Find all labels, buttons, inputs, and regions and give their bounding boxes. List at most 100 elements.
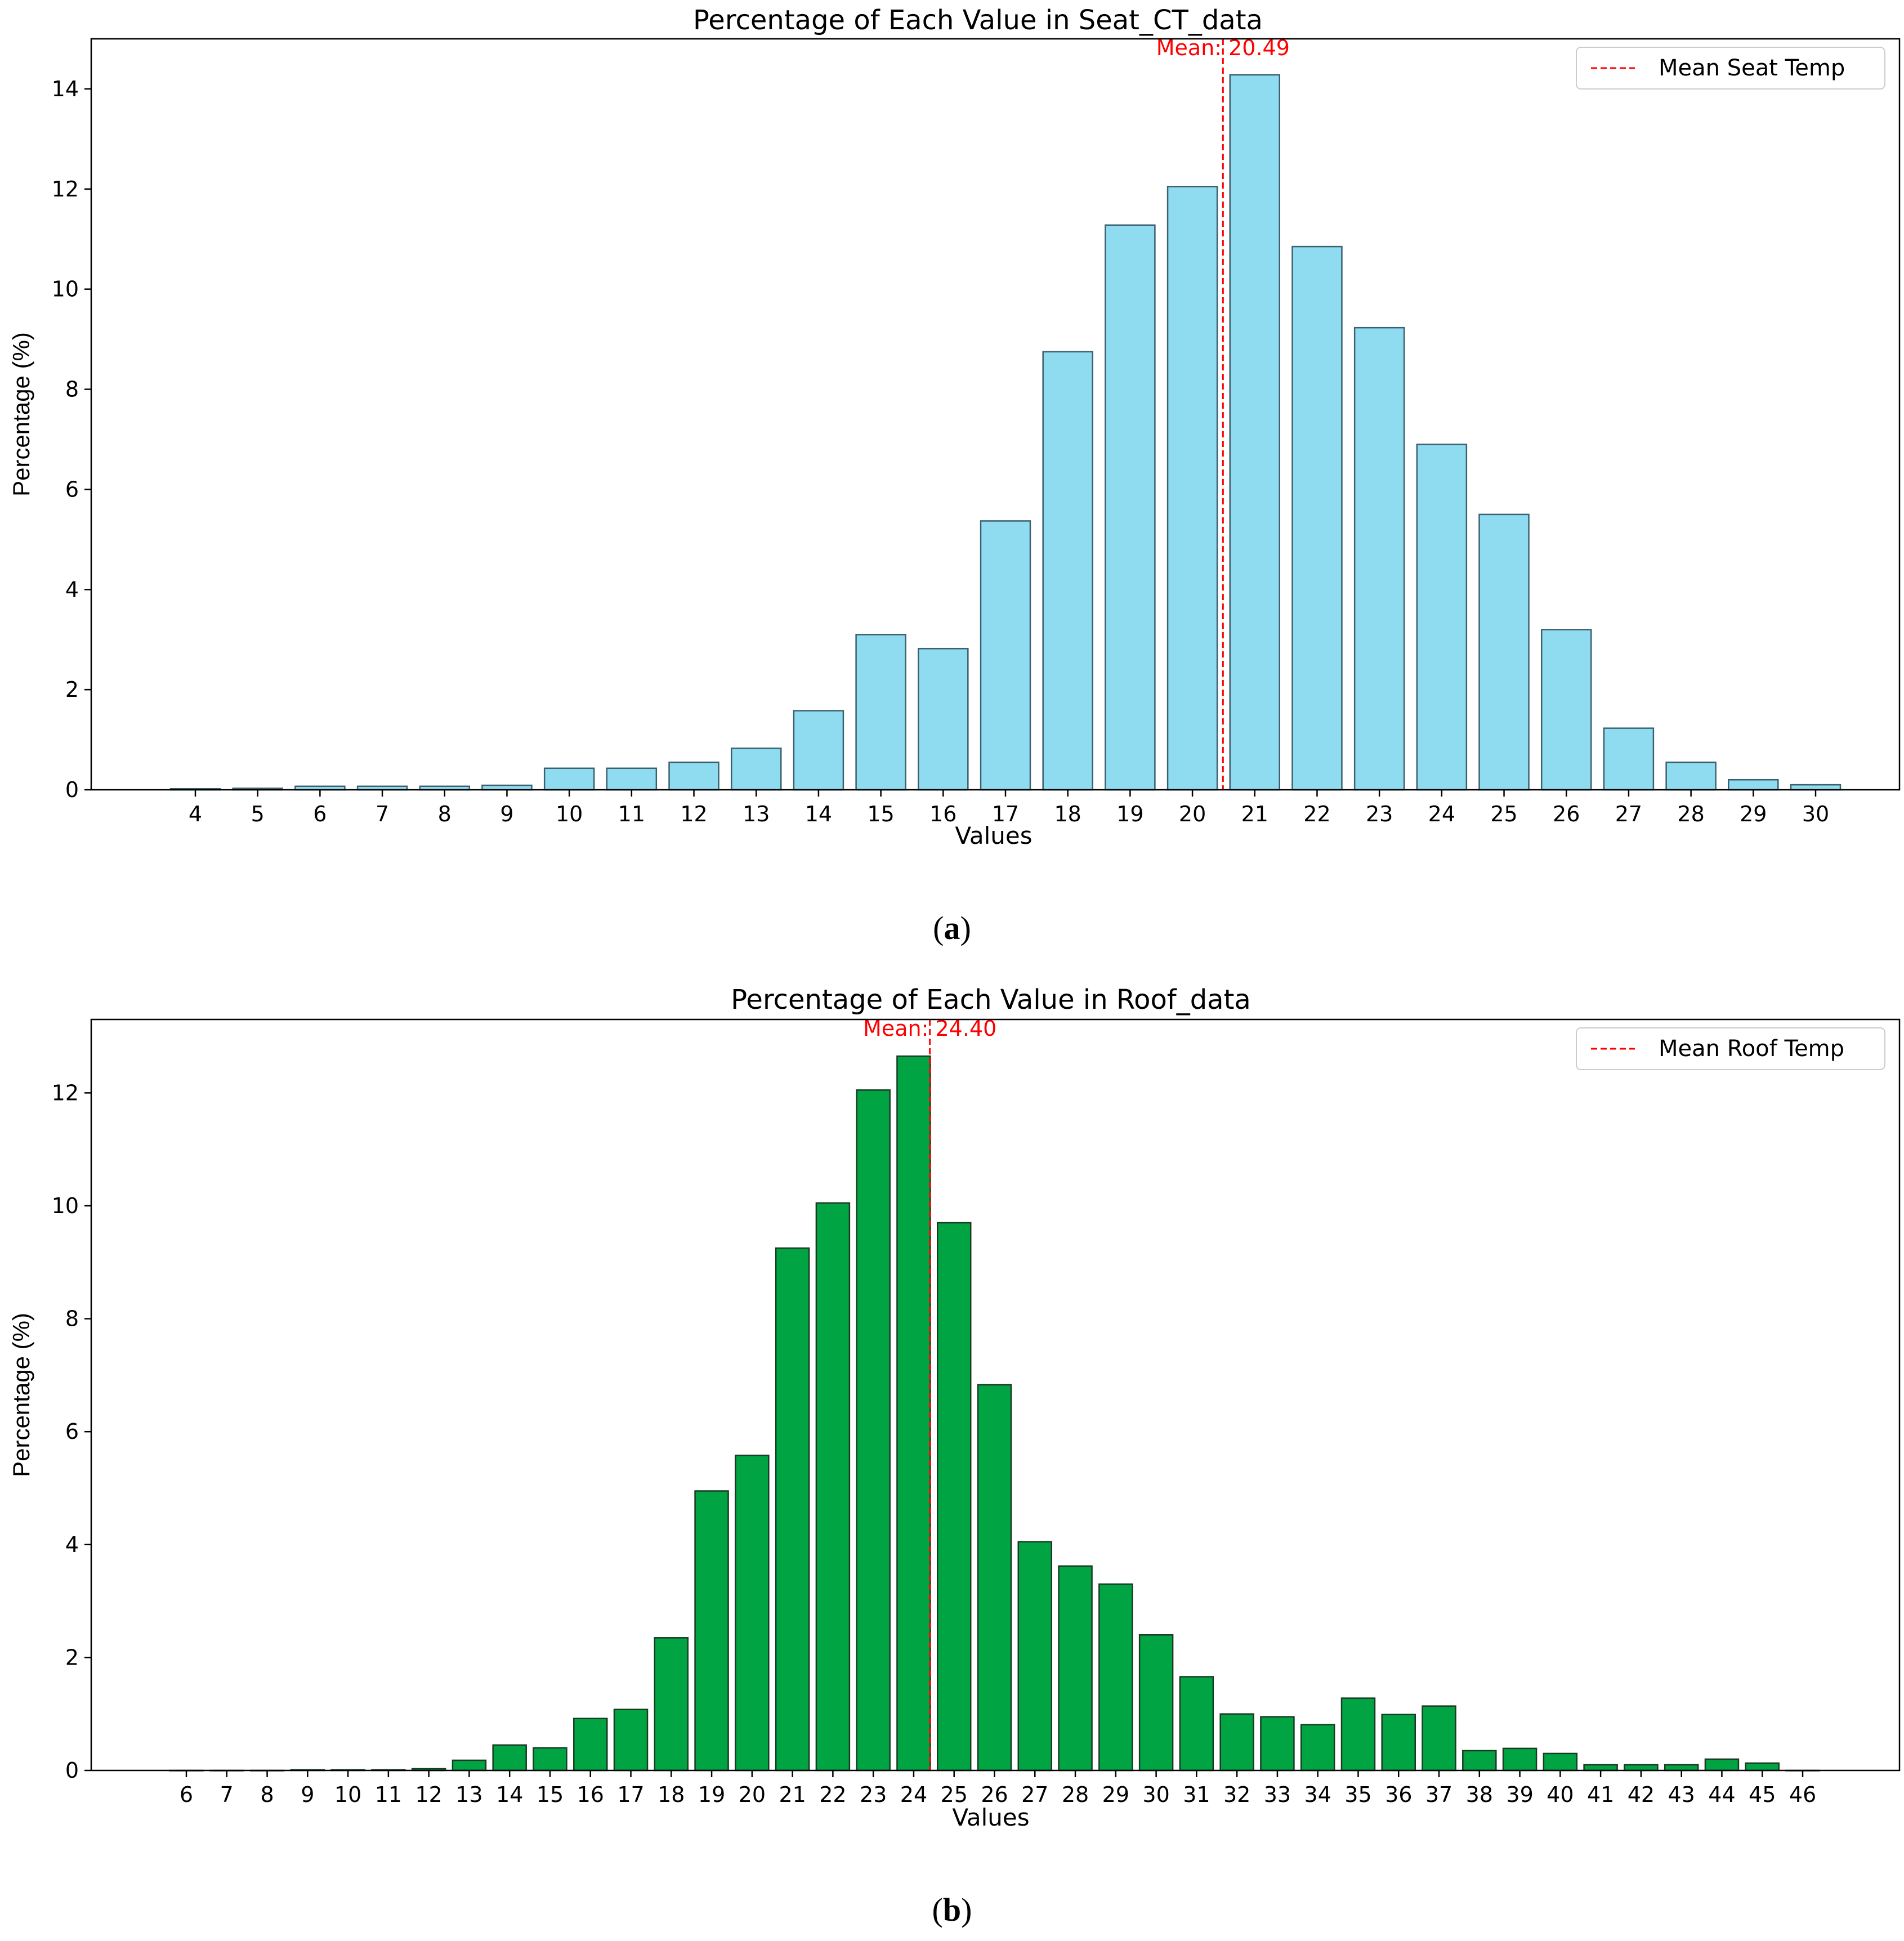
bars-group bbox=[169, 74, 1842, 791]
bar-23 bbox=[1353, 327, 1405, 791]
x-tick-label: 26 bbox=[1553, 802, 1580, 826]
bar-10 bbox=[543, 767, 595, 791]
bar-14 bbox=[793, 710, 844, 791]
x-tick-label: 7 bbox=[376, 802, 389, 826]
x-tick-label: 25 bbox=[941, 1782, 968, 1807]
x-tick-label: 9 bbox=[301, 1782, 314, 1807]
x-tick-label: 5 bbox=[251, 802, 265, 826]
y-tick-label: 2 bbox=[65, 677, 79, 702]
x-tick-label: 46 bbox=[1789, 1782, 1816, 1807]
bar-25 bbox=[936, 1222, 972, 1772]
x-tick-label: 31 bbox=[1183, 1782, 1210, 1807]
bar-25 bbox=[1478, 513, 1530, 791]
bar-43 bbox=[1664, 1764, 1699, 1772]
x-tick-label: 30 bbox=[1802, 802, 1829, 826]
legend-box bbox=[1576, 47, 1885, 90]
x-tick-label: 23 bbox=[1366, 802, 1393, 826]
x-tick-label: 33 bbox=[1264, 1782, 1291, 1807]
plot-frame bbox=[90, 1018, 1901, 1772]
x-tick-label: 28 bbox=[1062, 1782, 1089, 1807]
y-tick-label: 14 bbox=[52, 77, 79, 101]
bar-24 bbox=[896, 1055, 931, 1772]
y-tick-label: 12 bbox=[52, 1080, 79, 1105]
x-tick-label: 11 bbox=[618, 802, 645, 826]
bar-20 bbox=[735, 1455, 770, 1772]
x-tick-label: 14 bbox=[496, 1782, 523, 1807]
y-tick-label: 0 bbox=[65, 777, 79, 802]
bar-30 bbox=[1138, 1634, 1174, 1772]
x-tick-label: 24 bbox=[900, 1782, 927, 1807]
bar-29 bbox=[1098, 1583, 1133, 1772]
y-axis-ticks: 0 2 4 6 8 10 12 14 bbox=[52, 77, 91, 802]
x-tick-label: 43 bbox=[1668, 1782, 1695, 1807]
bar-23 bbox=[856, 1089, 891, 1772]
x-tick-label: 39 bbox=[1506, 1782, 1533, 1807]
x-tick-label: 20 bbox=[1179, 802, 1206, 826]
x-tick-label: 15 bbox=[537, 1782, 564, 1807]
x-axis-label: Values bbox=[952, 1804, 1029, 1831]
x-tick-label: 10 bbox=[556, 802, 583, 826]
bar-41 bbox=[1583, 1764, 1618, 1772]
x-tick-label: 41 bbox=[1587, 1782, 1614, 1807]
mean-label: Mean: 24.40 bbox=[863, 1016, 996, 1041]
panel-caption: (a) bbox=[933, 910, 971, 946]
bar-17 bbox=[980, 520, 1031, 791]
y-tick-label: 2 bbox=[65, 1645, 79, 1670]
y-tick-label: 8 bbox=[65, 1307, 79, 1331]
x-tick-label: 22 bbox=[1303, 802, 1330, 826]
x-tick-label: 7 bbox=[220, 1782, 234, 1807]
x-tick-label: 37 bbox=[1425, 1782, 1452, 1807]
y-axis-label: Percentage (%) bbox=[8, 1313, 34, 1477]
x-tick-label: 16 bbox=[929, 802, 957, 826]
bar-32 bbox=[1219, 1713, 1254, 1772]
x-tick-label: 19 bbox=[698, 1782, 725, 1807]
x-tick-label: 38 bbox=[1466, 1782, 1493, 1807]
bar-29 bbox=[1728, 779, 1779, 791]
bar-18 bbox=[1042, 351, 1093, 791]
bar-39 bbox=[1502, 1747, 1537, 1772]
x-tick-label: 14 bbox=[805, 802, 832, 826]
x-tick-label: 25 bbox=[1490, 802, 1517, 826]
x-tick-label: 12 bbox=[415, 1782, 442, 1807]
bar-30 bbox=[1790, 784, 1842, 791]
x-tick-label: 27 bbox=[1021, 1782, 1048, 1807]
x-tick-label: 18 bbox=[1054, 802, 1081, 826]
bar-17 bbox=[613, 1709, 649, 1772]
x-tick-label: 21 bbox=[779, 1782, 806, 1807]
legend: Mean Seat Temp bbox=[1576, 47, 1885, 90]
x-tick-label: 21 bbox=[1241, 802, 1268, 826]
chart-roof: Percentage of Each Value in Roof_data 0 2… bbox=[8, 984, 1901, 1928]
bar-15 bbox=[533, 1747, 567, 1772]
x-tick-label: 9 bbox=[500, 802, 513, 826]
bar-34 bbox=[1300, 1724, 1335, 1772]
x-tick-label: 29 bbox=[1102, 1782, 1129, 1807]
bar-13 bbox=[452, 1759, 487, 1772]
y-tick-label: 6 bbox=[65, 1419, 79, 1444]
x-tick-label: 6 bbox=[313, 802, 327, 826]
x-tick-label: 40 bbox=[1547, 1782, 1574, 1807]
bar-18 bbox=[654, 1637, 689, 1772]
x-tick-label: 13 bbox=[743, 802, 770, 826]
bar-24 bbox=[1416, 444, 1468, 791]
x-axis-ticks: 4 5 6 7 8 9 10 11 12 13 14 15 16 17 18 19 20 21 22 23 24 25 26… bbox=[189, 790, 1829, 826]
bar-38 bbox=[1462, 1750, 1497, 1772]
x-tick-label: 11 bbox=[375, 1782, 402, 1807]
x-tick-label: 16 bbox=[577, 1782, 604, 1807]
x-tick-label: 30 bbox=[1142, 1782, 1169, 1807]
x-tick-label: 23 bbox=[860, 1782, 887, 1807]
bar-15 bbox=[855, 634, 906, 791]
y-tick-label: 10 bbox=[52, 1193, 79, 1218]
x-tick-label: 17 bbox=[617, 1782, 644, 1807]
x-tick-label: 10 bbox=[334, 1782, 361, 1807]
bar-37 bbox=[1422, 1705, 1456, 1772]
bar-14 bbox=[492, 1744, 527, 1772]
x-tick-label: 27 bbox=[1615, 802, 1642, 826]
x-tick-label: 28 bbox=[1677, 802, 1704, 826]
x-tick-label: 44 bbox=[1708, 1782, 1735, 1807]
bar-35 bbox=[1340, 1697, 1376, 1772]
y-tick-label: 8 bbox=[65, 377, 79, 402]
bars-group bbox=[169, 1055, 1820, 1772]
x-axis-ticks: 6 7 8 9 10 11 12 13 14 15 16 17 18 19 20 21 22 23 24 25 26 27… bbox=[180, 1770, 1816, 1807]
x-tick-label: 35 bbox=[1344, 1782, 1371, 1807]
